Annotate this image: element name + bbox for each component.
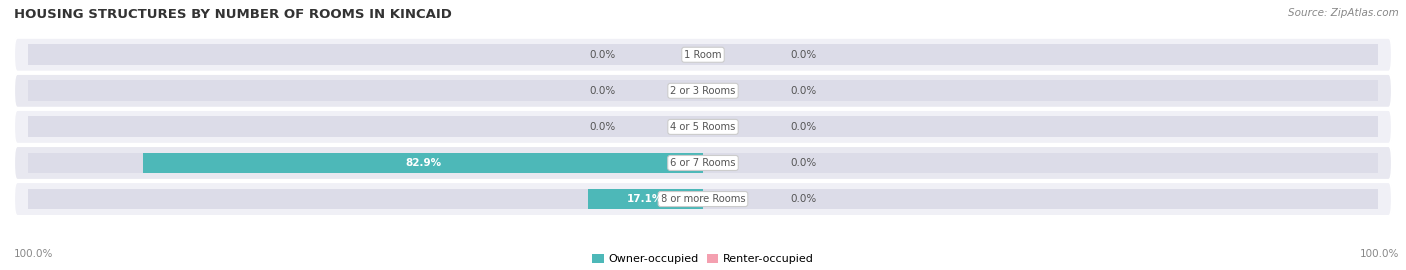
Bar	[28, 153, 703, 173]
Legend: Owner-occupied, Renter-occupied: Owner-occupied, Renter-occupied	[588, 249, 818, 269]
Text: 0.0%: 0.0%	[790, 122, 817, 132]
Text: 8 or more Rooms: 8 or more Rooms	[661, 194, 745, 204]
Text: 0.0%: 0.0%	[790, 158, 817, 168]
Bar	[28, 44, 703, 65]
Text: 0.0%: 0.0%	[790, 86, 817, 96]
FancyBboxPatch shape	[14, 74, 1392, 108]
FancyBboxPatch shape	[14, 146, 1392, 180]
Bar	[588, 188, 703, 210]
Bar	[28, 116, 703, 137]
Text: 0.0%: 0.0%	[790, 50, 817, 60]
FancyBboxPatch shape	[14, 38, 1392, 72]
Text: 0.0%: 0.0%	[589, 86, 616, 96]
Text: 17.1%: 17.1%	[627, 194, 664, 204]
Text: Source: ZipAtlas.com: Source: ZipAtlas.com	[1288, 8, 1399, 18]
FancyBboxPatch shape	[14, 110, 1392, 144]
Text: 100.0%: 100.0%	[1360, 249, 1399, 259]
Bar	[143, 153, 703, 173]
FancyBboxPatch shape	[14, 182, 1392, 216]
Bar	[28, 188, 703, 210]
Text: HOUSING STRUCTURES BY NUMBER OF ROOMS IN KINCAID: HOUSING STRUCTURES BY NUMBER OF ROOMS IN…	[14, 8, 451, 21]
Bar	[703, 153, 1378, 173]
Text: 2 or 3 Rooms: 2 or 3 Rooms	[671, 86, 735, 96]
Text: 0.0%: 0.0%	[589, 50, 616, 60]
Text: 4 or 5 Rooms: 4 or 5 Rooms	[671, 122, 735, 132]
Bar	[703, 44, 1378, 65]
Bar	[703, 188, 1378, 210]
Text: 6 or 7 Rooms: 6 or 7 Rooms	[671, 158, 735, 168]
Bar	[703, 80, 1378, 101]
Bar	[703, 116, 1378, 137]
Text: 100.0%: 100.0%	[14, 249, 53, 259]
Text: 1 Room: 1 Room	[685, 50, 721, 60]
Text: 0.0%: 0.0%	[790, 194, 817, 204]
Text: 0.0%: 0.0%	[589, 122, 616, 132]
Bar	[28, 80, 703, 101]
Text: 82.9%: 82.9%	[405, 158, 441, 168]
